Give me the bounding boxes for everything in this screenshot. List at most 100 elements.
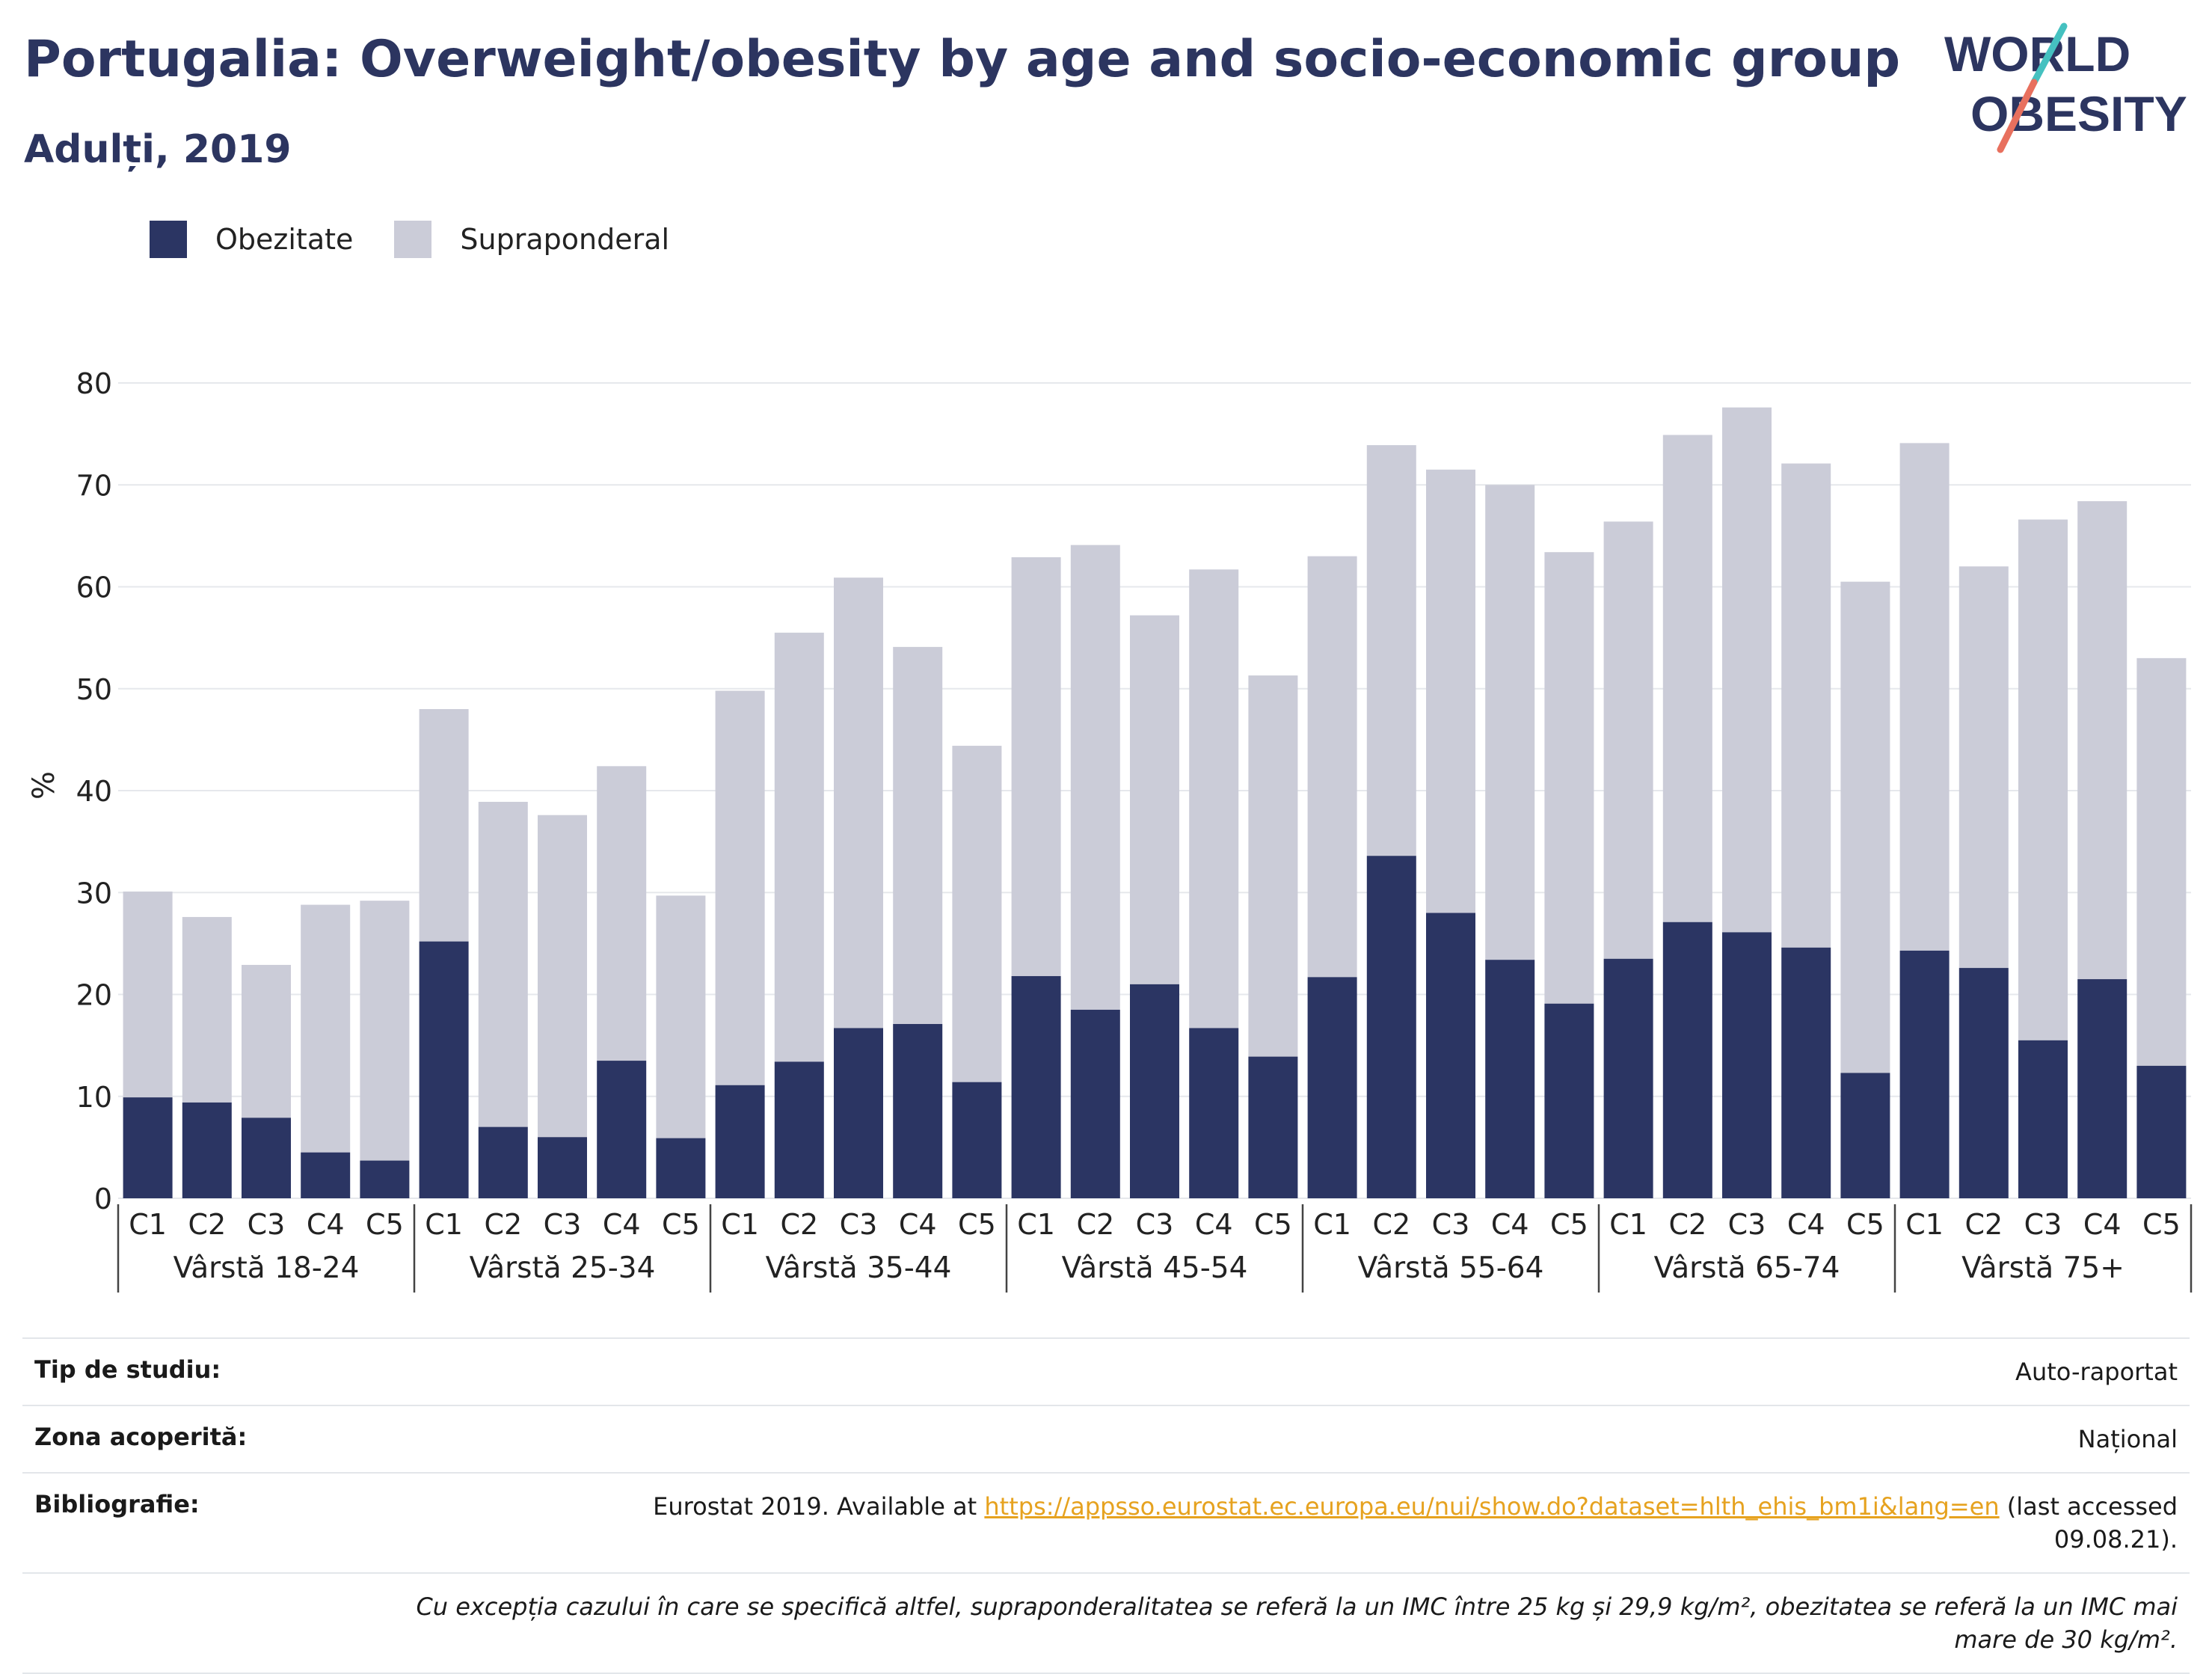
y-axis-label: % bbox=[27, 771, 61, 800]
bibliography-suffix-1: (last accessed bbox=[2006, 1492, 2178, 1521]
x-tick-label: C4 bbox=[2083, 1208, 2122, 1241]
bar-obesity bbox=[715, 1085, 765, 1198]
legend-label-overweight: Supraponderal bbox=[460, 223, 670, 256]
y-tick-label: 20 bbox=[76, 979, 112, 1012]
bar-overweight bbox=[419, 709, 469, 942]
info-table: Tip de studiu: Auto-raportat Zona acoper… bbox=[22, 1337, 2190, 1674]
x-tick-label: C3 bbox=[1728, 1208, 1766, 1241]
x-tick-label: C1 bbox=[129, 1208, 167, 1241]
definition-note: Cu excepția cazului în care se specifică… bbox=[416, 1592, 2178, 1654]
bibliography-prefix: Eurostat 2019. Available at bbox=[653, 1492, 977, 1521]
x-tick-label: C2 bbox=[484, 1208, 522, 1241]
x-tick-label: C3 bbox=[544, 1208, 582, 1241]
bar-overweight bbox=[2077, 501, 2127, 980]
bar-obesity bbox=[1662, 922, 1712, 1198]
bar-overweight bbox=[301, 904, 351, 1153]
bar-overweight bbox=[182, 916, 232, 1103]
y-tick-label: 30 bbox=[76, 877, 112, 910]
bar-obesity bbox=[360, 1160, 410, 1198]
bar-obesity bbox=[1130, 984, 1179, 1198]
info-row-coverage: Zona acoperită: Național bbox=[22, 1405, 2190, 1472]
bar-overweight bbox=[478, 801, 528, 1127]
bar-obesity bbox=[1958, 968, 2009, 1198]
bar-overweight bbox=[538, 815, 587, 1138]
x-tick-label: C5 bbox=[1254, 1208, 1292, 1241]
bar-obesity bbox=[774, 1061, 824, 1198]
x-tick-label: C4 bbox=[1195, 1208, 1233, 1241]
x-tick-label: C1 bbox=[1609, 1208, 1647, 1241]
bar-obesity bbox=[834, 1028, 883, 1198]
legend-item-obesity: Obezitate bbox=[150, 221, 353, 258]
bar-overweight bbox=[1130, 615, 1179, 984]
x-tick-label: C2 bbox=[1372, 1208, 1410, 1241]
bar-overweight bbox=[1189, 569, 1239, 1028]
bar-obesity bbox=[419, 941, 469, 1198]
legend-label-obesity: Obezitate bbox=[215, 223, 354, 256]
x-tick-label: C4 bbox=[307, 1208, 345, 1241]
y-tick-label: 80 bbox=[76, 367, 112, 400]
y-tick-label: 70 bbox=[76, 469, 112, 502]
bar-overweight bbox=[1781, 463, 1831, 948]
x-tick-label: C3 bbox=[1136, 1208, 1174, 1241]
bibliography-suffix-2: 09.08.21). bbox=[2053, 1525, 2178, 1554]
x-tick-label: C3 bbox=[1432, 1208, 1470, 1241]
bar-obesity bbox=[301, 1152, 351, 1198]
bar-obesity bbox=[182, 1102, 232, 1198]
legend-swatch-obesity bbox=[150, 221, 187, 258]
bar-overweight bbox=[1662, 435, 1712, 922]
bar-overweight bbox=[1011, 557, 1061, 976]
x-tick-label: C2 bbox=[1076, 1208, 1114, 1241]
y-tick-label: 60 bbox=[76, 571, 112, 604]
bar-obesity bbox=[1722, 932, 1772, 1198]
bar-overweight bbox=[2136, 657, 2187, 1066]
bar-obesity bbox=[1840, 1073, 1890, 1198]
bar-overweight bbox=[1958, 566, 2009, 969]
bar-overweight bbox=[1307, 556, 1357, 978]
bar-overweight bbox=[1840, 581, 1890, 1073]
bar-overweight bbox=[1722, 407, 1772, 933]
x-tick-label: C1 bbox=[425, 1208, 463, 1241]
group-label: Vârstă 65-74 bbox=[1654, 1251, 1840, 1285]
y-tick-label: 0 bbox=[94, 1183, 112, 1215]
bar-obesity bbox=[1248, 1056, 1298, 1198]
bar-overweight bbox=[1248, 675, 1298, 1057]
bar-overweight bbox=[360, 901, 410, 1161]
legend-item-overweight: Supraponderal bbox=[394, 221, 669, 258]
x-tick-label: C1 bbox=[1905, 1208, 1944, 1241]
bibliography-value: Eurostat 2019. Available at https://apps… bbox=[653, 1490, 2178, 1556]
x-tick-label: C2 bbox=[1964, 1208, 2003, 1241]
bar-overweight bbox=[952, 746, 1002, 1082]
logo-slash-teal bbox=[2030, 22, 2068, 86]
x-tick-label: C5 bbox=[958, 1208, 996, 1241]
bar-obesity bbox=[1603, 958, 1653, 1198]
x-tick-label: C2 bbox=[780, 1208, 818, 1241]
legend-swatch-overweight bbox=[394, 221, 432, 258]
x-tick-label: C3 bbox=[2024, 1208, 2062, 1241]
x-tick-label: C1 bbox=[721, 1208, 759, 1241]
group-label: Vârstă 25-34 bbox=[470, 1251, 656, 1285]
x-tick-label: C3 bbox=[248, 1208, 286, 1241]
group-label: Vârstă 55-64 bbox=[1358, 1251, 1544, 1285]
y-tick-label: 50 bbox=[76, 673, 112, 706]
bar-obesity bbox=[1070, 1009, 1120, 1198]
bibliography-link[interactable]: https://appsso.eurostat.ec.europa.eu/nui… bbox=[984, 1492, 2000, 1521]
bar-overweight bbox=[893, 646, 943, 1025]
bar-obesity bbox=[656, 1138, 706, 1198]
bibliography-label: Bibliografie: bbox=[34, 1490, 200, 1518]
bar-obesity bbox=[123, 1097, 173, 1198]
x-tick-label: C2 bbox=[188, 1208, 226, 1241]
bar-obesity bbox=[1781, 947, 1831, 1198]
bar-overweight bbox=[242, 964, 291, 1118]
x-tick-label: C5 bbox=[2142, 1208, 2181, 1241]
coverage-label: Zona acoperită: bbox=[34, 1423, 248, 1451]
x-tick-label: C5 bbox=[1846, 1208, 1884, 1241]
y-tick-label: 40 bbox=[76, 775, 112, 808]
info-row-bibliography: Bibliografie: Eurostat 2019. Available a… bbox=[22, 1472, 2190, 1572]
bar-obesity bbox=[597, 1061, 647, 1198]
info-row-study-type: Tip de studiu: Auto-raportat bbox=[22, 1337, 2190, 1405]
x-tick-label: C4 bbox=[603, 1208, 641, 1241]
bar-overweight bbox=[1603, 521, 1653, 959]
info-row-note: Cu excepția cazului în care se specifică… bbox=[22, 1572, 2190, 1674]
bar-obesity bbox=[1899, 950, 1950, 1198]
